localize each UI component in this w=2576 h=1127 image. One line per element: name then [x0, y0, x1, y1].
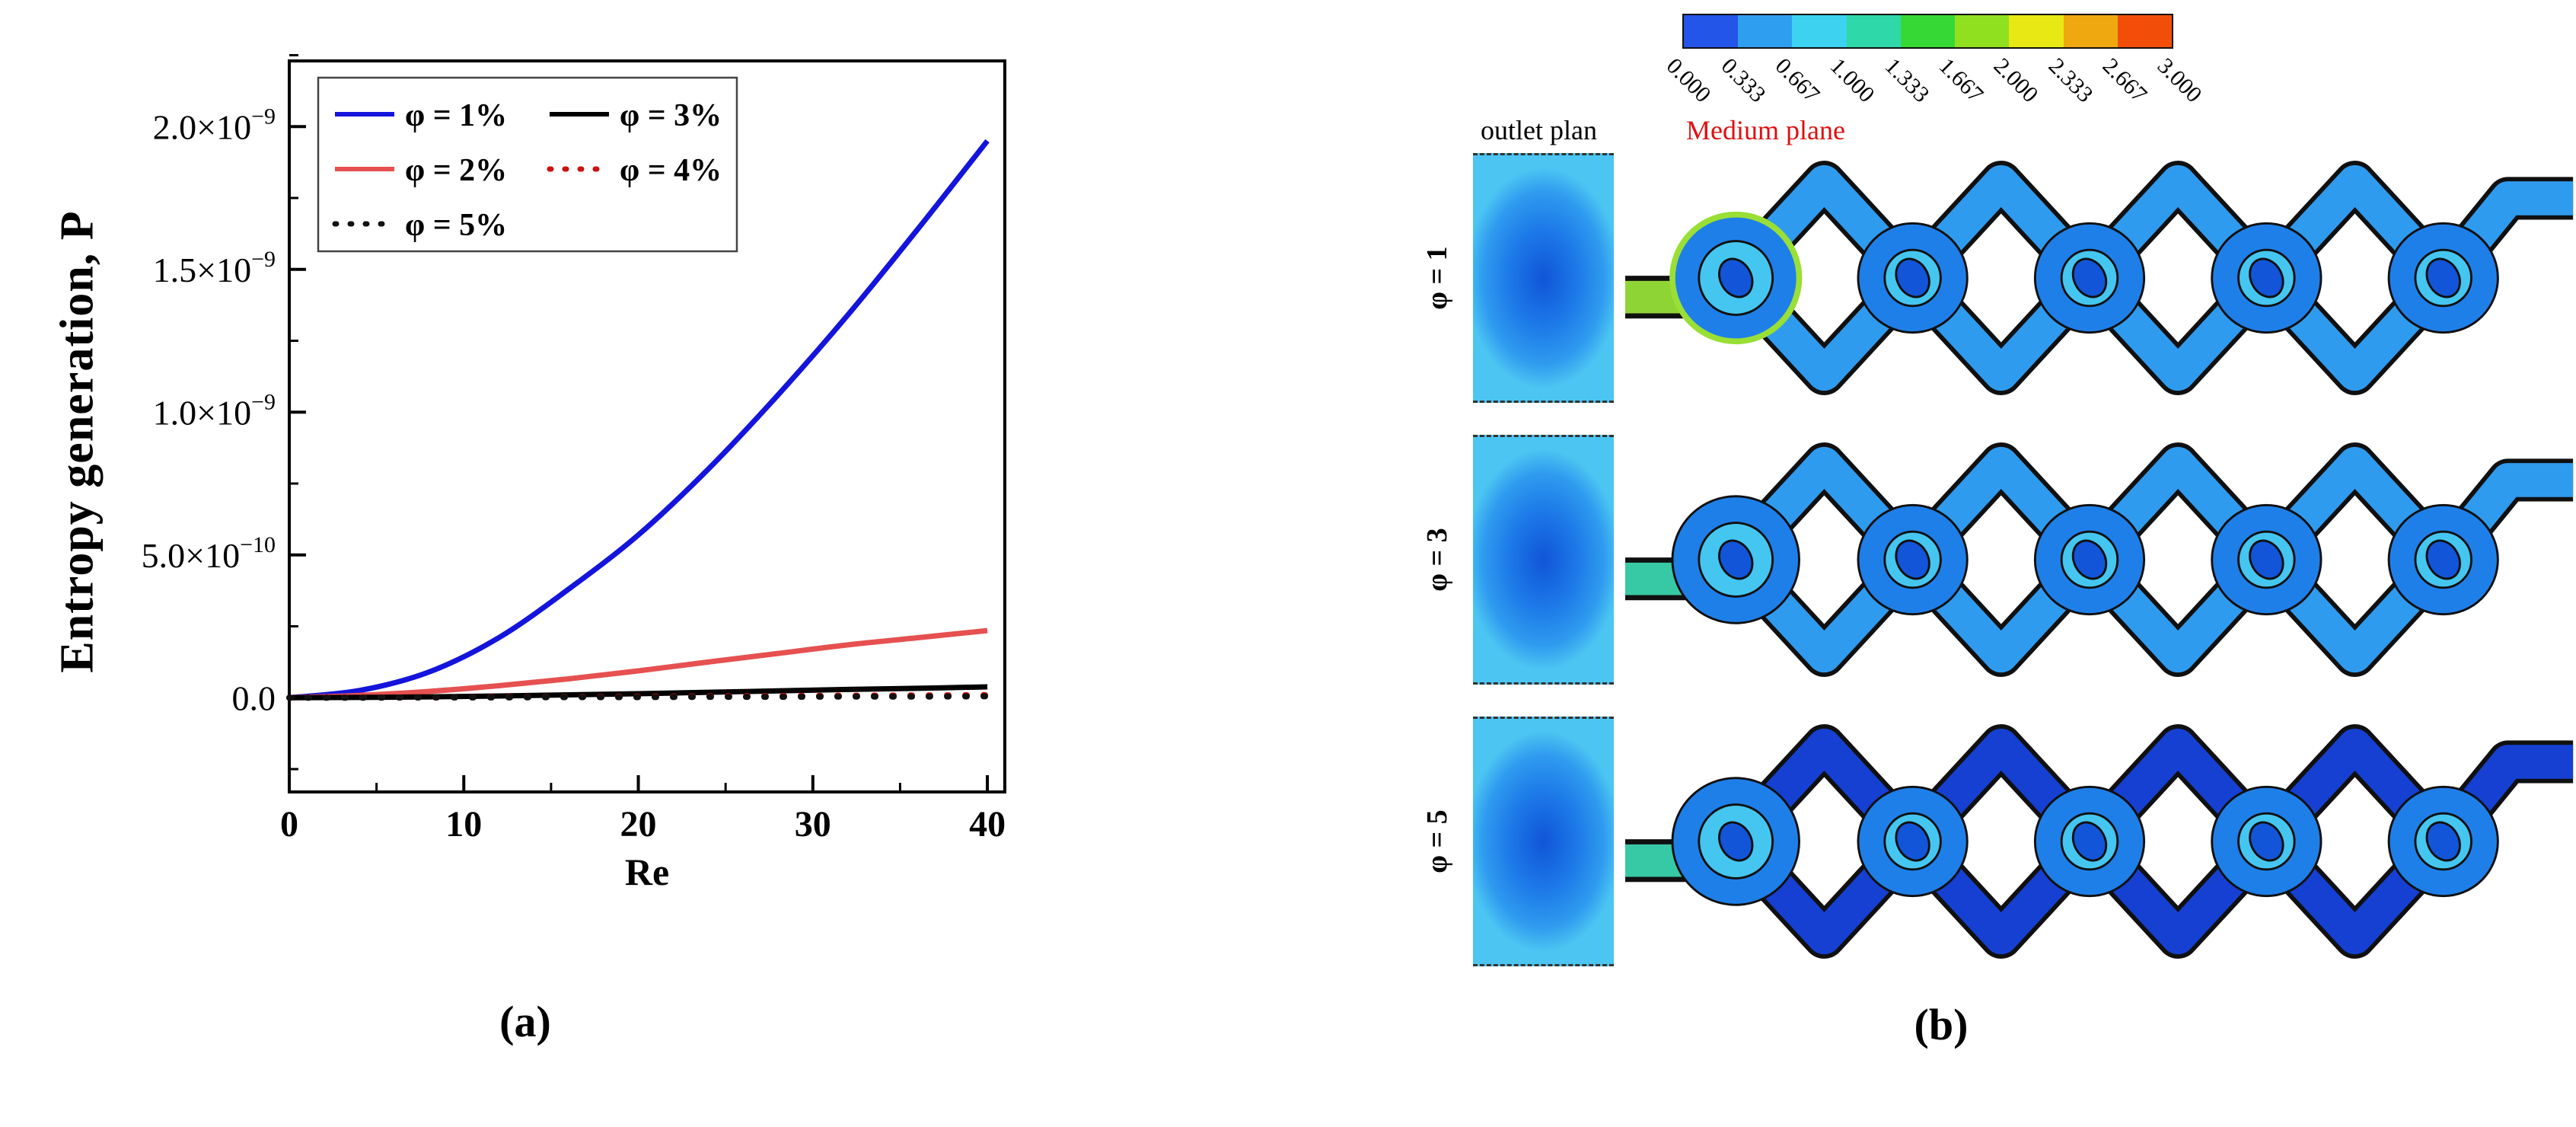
- x-tick-label: 20: [620, 804, 657, 844]
- colorbar-segment: [1846, 15, 1901, 47]
- x-tick-label: 30: [795, 804, 831, 844]
- mixing-unit-hole: [1895, 257, 1930, 299]
- entropy-generation-chart: 0.0 5.0×10−10 1.0×10−9 1.5×10−9 2.0×10−9 0 10 2…: [142, 54, 1006, 887]
- colorbar-segment: [1900, 15, 1956, 47]
- mixing-unit-hole: [1718, 539, 1754, 580]
- medium-plane-contour: [1625, 724, 2574, 959]
- mixing-unit-hole: [2071, 821, 2108, 862]
- y-tick-label: 5.0×10−10: [142, 532, 276, 575]
- colorbar-segment: [1955, 15, 2010, 47]
- colorbar: [1682, 14, 2173, 49]
- y-tick-label: 1.5×10−9: [153, 247, 276, 289]
- row-phi-label: φ = 1: [1421, 246, 1453, 310]
- colorbar-segment: [2009, 15, 2064, 47]
- medium-plane-contour: [1625, 161, 2574, 395]
- y-axis-label: Entropy generation, P: [51, 210, 104, 673]
- mixing-unit-hole: [1895, 821, 1930, 862]
- mixing-unit-hole: [1718, 257, 1754, 299]
- series-line-2: [289, 627, 988, 701]
- outlet-plane-label: outlet plan: [1481, 115, 1597, 145]
- row-phi-label: φ = 3: [1421, 528, 1453, 592]
- legend-label: φ = 1%: [405, 98, 507, 133]
- plot-border: [288, 59, 1006, 793]
- colorbar-segment: [1684, 15, 1739, 47]
- series-line-5: [286, 693, 991, 701]
- colorbar-segment: [2063, 15, 2118, 47]
- colorbar-segment: [1792, 15, 1847, 47]
- medium-plane-contour: [1625, 442, 2574, 677]
- outlet-plane-contour: [1473, 153, 1614, 403]
- mixing-unit-hole: [2249, 257, 2284, 299]
- panel-b-contours: 0.000 0.333 0.667 1.000 1.333 1.667 2.000 2.333…: [1408, 0, 2576, 1127]
- legend-label: φ = 2%: [405, 153, 507, 188]
- mixing-unit-hole: [2071, 539, 2108, 580]
- legend-label: φ = 5%: [405, 208, 507, 243]
- x-tick-label: 40: [969, 804, 1006, 844]
- colorbar-tick-label: 3.000: [2152, 53, 2207, 108]
- colorbar-tick-label: 0.333: [1716, 53, 1771, 108]
- x-axis-label: Re: [625, 851, 669, 887]
- colorbar-tick-label: 2.667: [2097, 53, 2153, 108]
- medium-plane-label: Medium plane: [1686, 115, 1845, 145]
- contour-row: φ = 3: [1408, 430, 2576, 689]
- colorbar-tick-label: 2.000: [1988, 53, 2043, 108]
- caption-a: (a): [499, 997, 551, 1046]
- y-tick-label: 0.0: [232, 678, 276, 717]
- outlet-plane-contour: [1473, 717, 1614, 966]
- colorbar-tick-label: 1.667: [1934, 53, 1989, 108]
- colorbar-tick-label: 0.000: [1661, 53, 1716, 108]
- legend-box: [317, 76, 738, 253]
- contour-row: φ = 1: [1408, 148, 2576, 407]
- colorbar-tick-label: 0.667: [1770, 53, 1825, 108]
- panel-a-line-chart: Entropy generation, P 0.0 5.0×10−10 1.0×10…: [23, 15, 1073, 1112]
- x-tick-label: 0: [280, 804, 298, 844]
- series-line-1: [289, 139, 990, 701]
- colorbar-tick-label: 2.333: [2043, 53, 2098, 108]
- mixing-unit-hole: [2425, 821, 2461, 862]
- mixing-unit-hole: [1895, 539, 1930, 580]
- legend-label: φ = 3%: [620, 98, 722, 133]
- mixing-unit-hole: [2249, 821, 2284, 862]
- x-tick-label: 10: [445, 804, 482, 844]
- outlet-plane-contour: [1473, 435, 1614, 685]
- mixing-unit-hole: [2425, 539, 2461, 580]
- caption-b: (b): [1914, 1000, 1969, 1049]
- contour-row: φ = 5: [1408, 712, 2576, 971]
- y-tick-label: 2.0×10−9: [153, 104, 276, 146]
- mixing-unit-hole: [2071, 257, 2108, 299]
- legend-label: φ = 4%: [620, 153, 722, 188]
- colorbar-segment: [1738, 15, 1793, 47]
- mixing-unit-hole: [2425, 257, 2461, 299]
- colorbar-tick-label: 1.000: [1825, 53, 1879, 108]
- colorbar-segment: [2117, 15, 2172, 47]
- mixing-unit-hole: [1718, 821, 1754, 862]
- row-phi-label: φ = 5: [1421, 809, 1453, 873]
- colorbar-tick-label: 1.333: [1879, 53, 1934, 108]
- mixing-unit-hole: [2249, 539, 2284, 580]
- y-tick-label: 1.0×10−9: [153, 389, 276, 432]
